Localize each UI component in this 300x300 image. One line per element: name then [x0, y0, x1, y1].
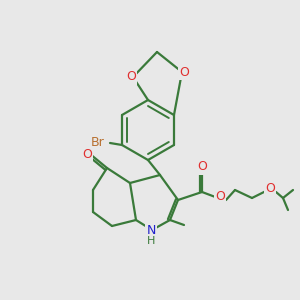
Text: O: O [82, 148, 92, 160]
Text: O: O [126, 70, 136, 83]
Text: O: O [215, 190, 225, 202]
Text: Br: Br [91, 136, 105, 149]
Text: O: O [265, 182, 275, 194]
Text: H: H [147, 236, 155, 246]
Text: N: N [146, 224, 156, 238]
Text: O: O [179, 65, 189, 79]
Text: O: O [197, 160, 207, 173]
